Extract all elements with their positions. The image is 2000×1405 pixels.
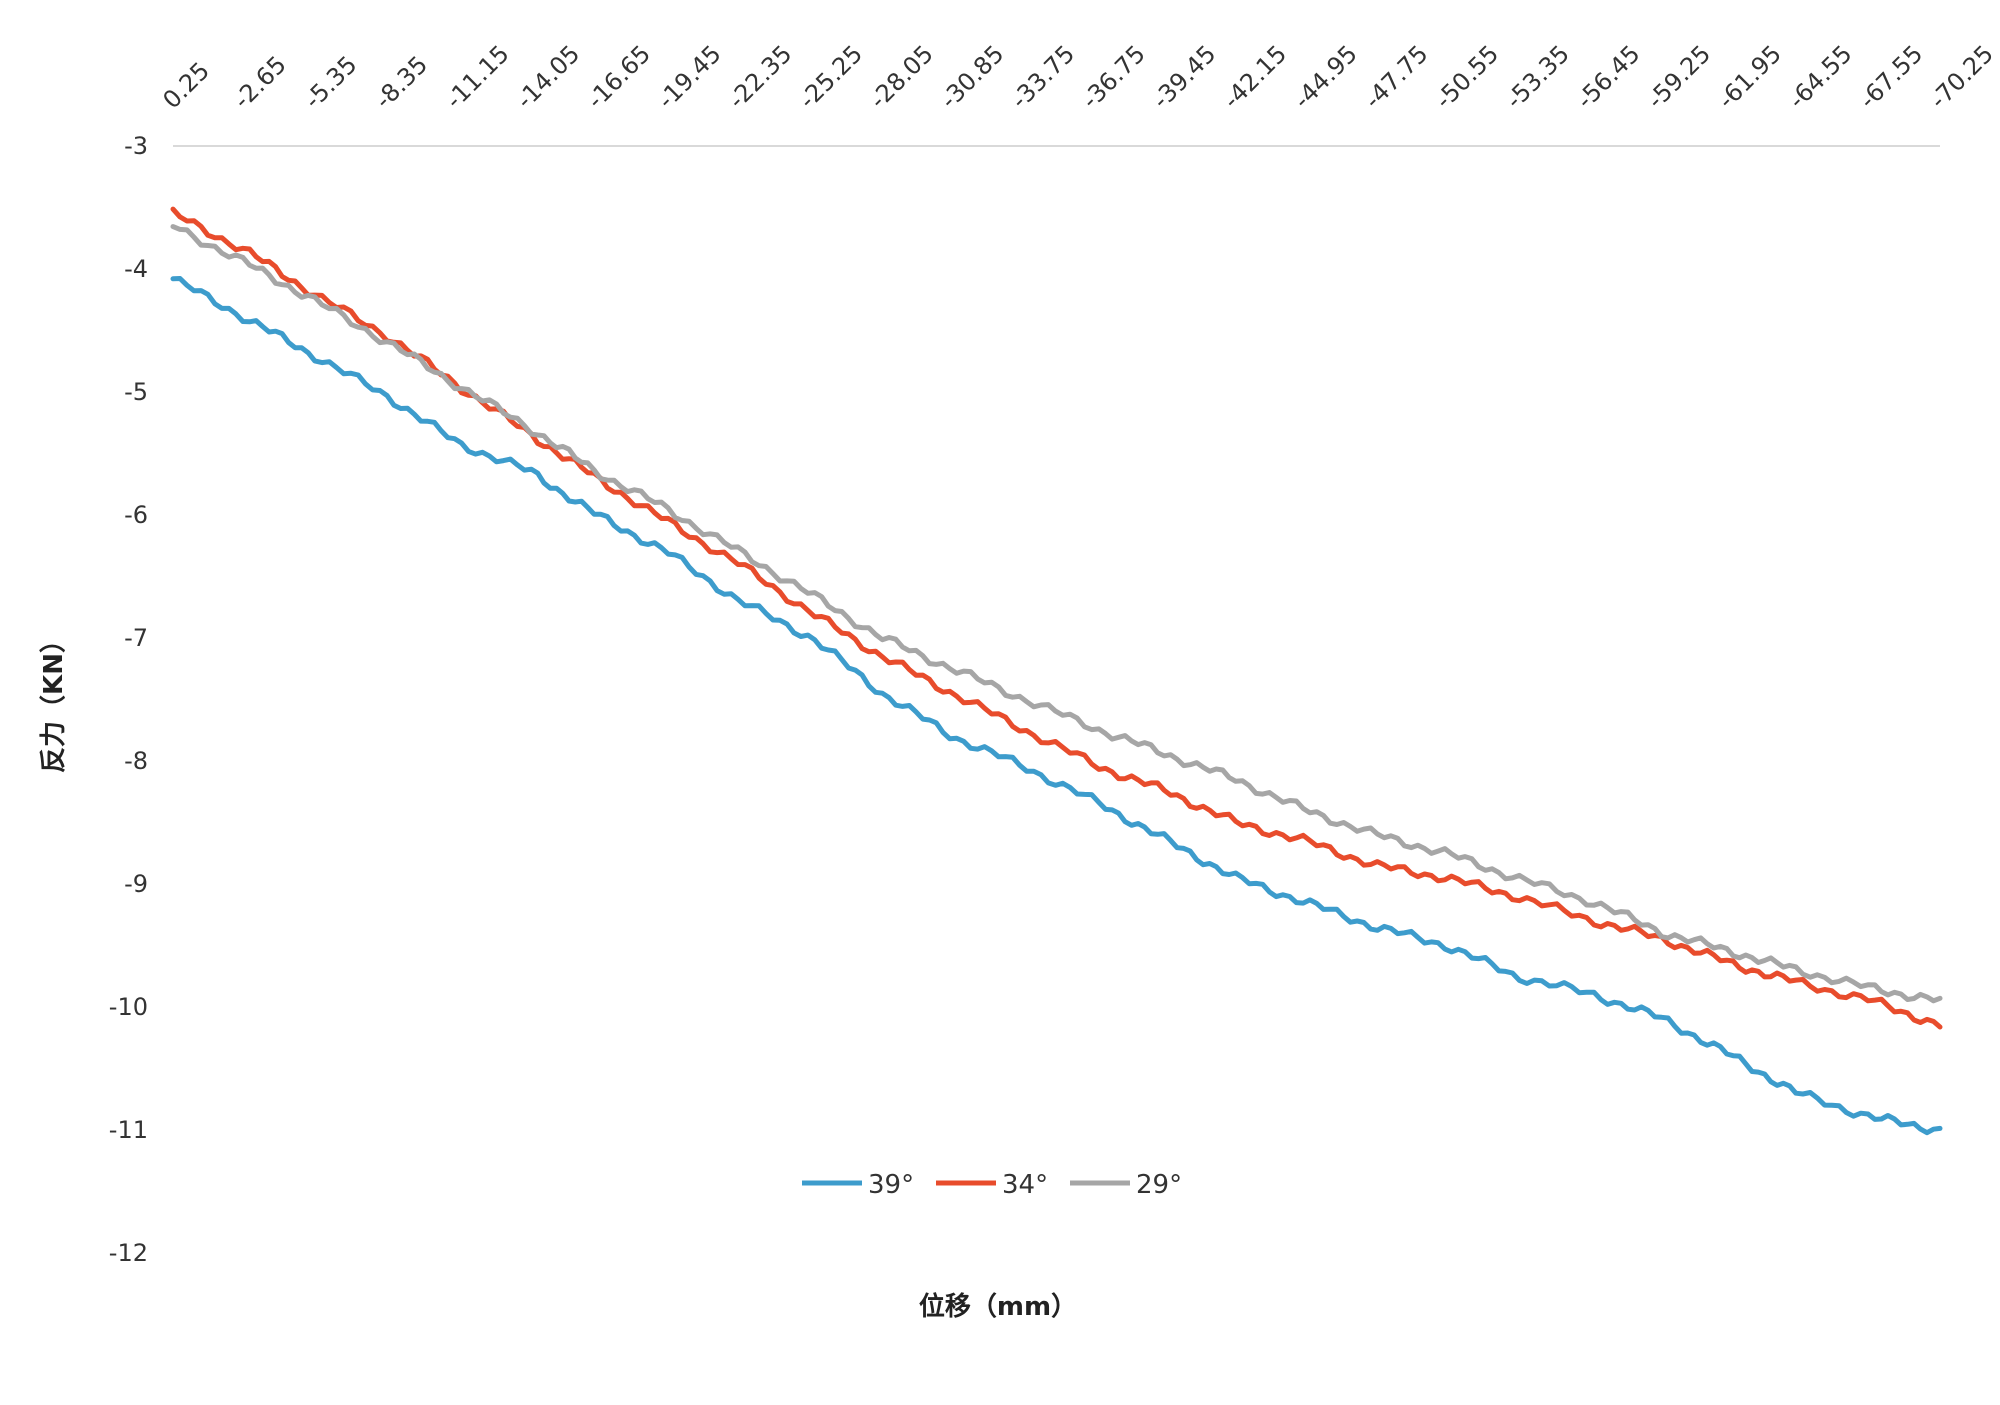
x-tick-label: -33.75 (1006, 40, 1081, 115)
x-tick-label: -22.35 (723, 40, 798, 115)
x-tick-label: -59.25 (1642, 40, 1717, 115)
x-tick-label: -19.45 (652, 40, 727, 115)
y-tick-label: -10 (109, 993, 148, 1021)
y-tick-label: -11 (109, 1116, 148, 1144)
y-tick-label: -9 (124, 870, 148, 898)
y-tick-label: -4 (124, 255, 148, 283)
x-tick-label: -5.35 (299, 51, 363, 115)
x-tick-label: -28.05 (864, 40, 939, 115)
x-tick-label: -39.45 (1147, 40, 1222, 115)
x-tick-label: -16.65 (582, 40, 657, 115)
legend-label: 29° (1136, 1170, 1182, 1200)
x-tick-label: -50.55 (1430, 40, 1505, 115)
y-axis-title: 反力（KN） (39, 627, 69, 773)
y-tick-label: -3 (124, 132, 148, 160)
legend-label: 39° (868, 1170, 914, 1200)
x-tick-label: -44.95 (1288, 40, 1363, 115)
x-tick-label: -25.25 (794, 40, 869, 115)
legend-label: 34° (1002, 1170, 1048, 1200)
x-tick-label: -11.15 (440, 40, 515, 115)
series-line (170, 224, 1943, 1004)
x-tick-label: -61.95 (1712, 40, 1787, 115)
y-tick-label: -12 (109, 1239, 148, 1267)
x-tick-label: -42.15 (1218, 40, 1293, 115)
legend: 39° 34° 29° (802, 1170, 1182, 1200)
x-tick-label: -30.85 (935, 40, 1010, 115)
x-tick-label: -53.35 (1500, 40, 1575, 115)
x-tick-label: -67.55 (1854, 40, 1929, 115)
y-tick-label: -8 (124, 747, 148, 775)
y-tick-label: -6 (124, 501, 148, 529)
series-line (170, 206, 1943, 1030)
series-layer (170, 206, 1943, 1136)
x-tick-labels: 0.25 -2.65 -5.35 -8.35 -11.15-14.05-16.65-19… (157, 40, 1999, 115)
x-tick-label: -56.45 (1571, 40, 1646, 115)
series-line (170, 276, 1943, 1136)
x-tick-label: 0.25 (157, 57, 215, 115)
y-tick-label: -5 (124, 378, 148, 406)
x-axis-title: 位移（mm） (919, 1291, 1077, 1322)
x-tick-label: -64.55 (1783, 40, 1858, 115)
x-tick-label: -70.25 (1924, 40, 1999, 115)
y-tick-label: -7 (124, 624, 148, 652)
x-tick-label: -36.75 (1076, 40, 1151, 115)
x-tick-label: -47.75 (1359, 40, 1434, 115)
x-tick-label: -2.65 (228, 51, 292, 115)
x-tick-label: -8.35 (369, 51, 433, 115)
x-tick-label: -14.05 (511, 40, 586, 115)
y-tick-labels: -3 -4 -5 -6 -7 -8 -9 -10 -11 -12 (109, 132, 148, 1267)
